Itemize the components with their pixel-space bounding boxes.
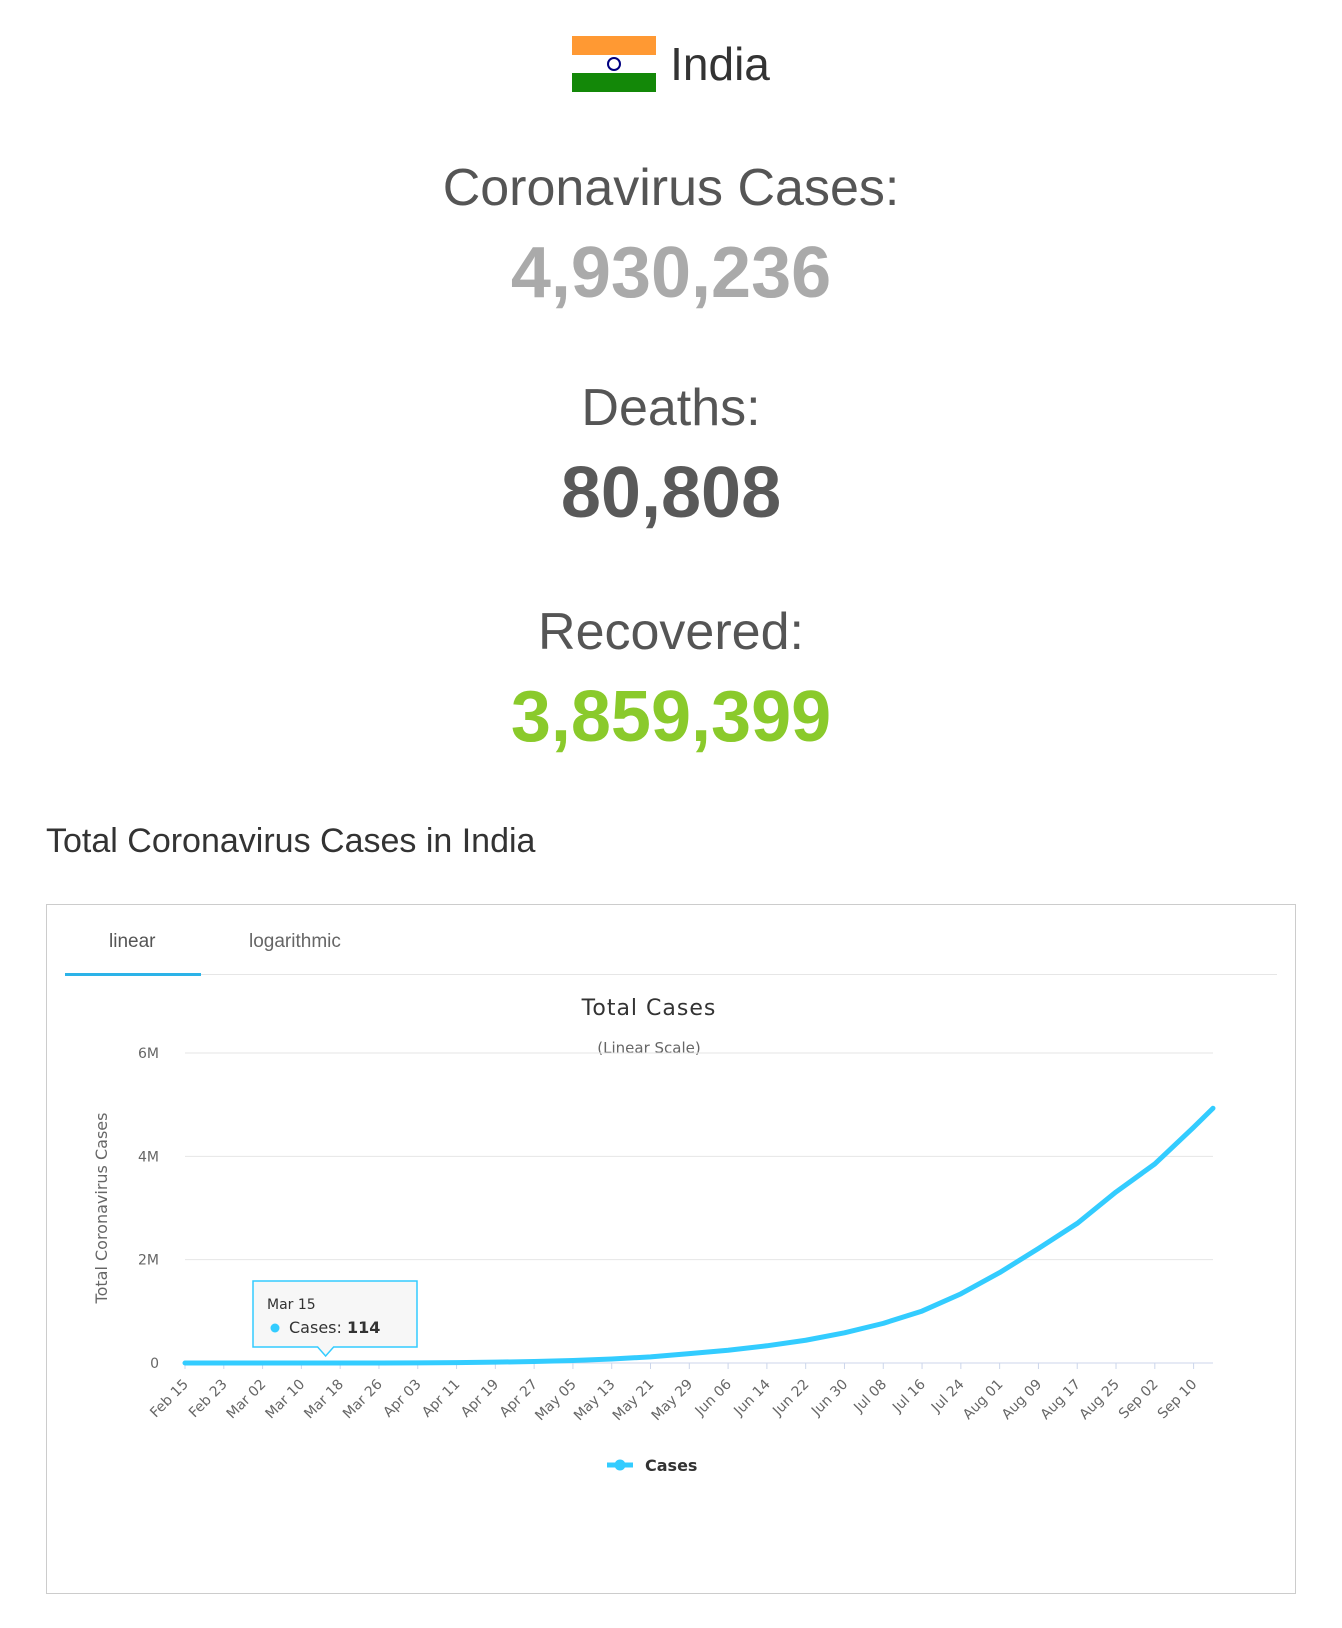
x-tick-label: Aug 01 bbox=[960, 1377, 1006, 1423]
country-header: India bbox=[0, 36, 1342, 92]
tooltip-date: Mar 15 bbox=[267, 1297, 316, 1313]
x-tick-label: Sep 02 bbox=[1116, 1377, 1162, 1423]
data-point bbox=[920, 1309, 925, 1314]
data-point bbox=[415, 1360, 420, 1365]
data-point bbox=[803, 1338, 808, 1343]
data-point bbox=[764, 1343, 769, 1348]
data-point bbox=[609, 1356, 614, 1361]
tooltip-series-marker bbox=[270, 1323, 280, 1333]
tab-linear[interactable]: linear bbox=[109, 931, 156, 952]
data-point bbox=[1152, 1161, 1157, 1166]
data-point bbox=[1114, 1189, 1119, 1194]
x-tick-label: Mar 02 bbox=[224, 1377, 270, 1423]
data-point bbox=[687, 1351, 692, 1356]
data-point bbox=[532, 1359, 537, 1364]
y-tick-label: 6M bbox=[138, 1046, 159, 1062]
x-tick-label: Aug 17 bbox=[1038, 1377, 1084, 1423]
data-point bbox=[376, 1360, 381, 1365]
data-point bbox=[493, 1360, 498, 1365]
data-point bbox=[323, 1360, 328, 1365]
data-point bbox=[842, 1330, 847, 1335]
legend-marker bbox=[614, 1459, 626, 1471]
chart-title: Total Cases bbox=[581, 996, 717, 1021]
data-point bbox=[454, 1360, 459, 1365]
data-point bbox=[570, 1358, 575, 1363]
scale-tabs: linear logarithmic bbox=[65, 905, 1277, 976]
y-axis-label: Total Coronavirus Cases bbox=[92, 1113, 111, 1305]
tab-logarithmic[interactable]: logarithmic bbox=[249, 931, 341, 952]
x-tick-label: Jun 22 bbox=[769, 1377, 812, 1420]
data-point bbox=[260, 1360, 265, 1365]
x-tick-label: Apr 11 bbox=[419, 1377, 463, 1421]
x-tick-label: Apr 03 bbox=[380, 1377, 424, 1421]
data-point bbox=[221, 1360, 226, 1365]
y-tick-label: 4M bbox=[138, 1149, 159, 1165]
data-point bbox=[1191, 1125, 1196, 1130]
data-point bbox=[1075, 1221, 1080, 1226]
y-tick-label: 0 bbox=[150, 1356, 159, 1372]
cases-value: 4,930,236 bbox=[510, 233, 832, 313]
x-tick-label: Aug 25 bbox=[1076, 1377, 1122, 1423]
tooltip-box bbox=[252, 1280, 418, 1358]
data-point bbox=[1211, 1106, 1215, 1111]
data-point bbox=[299, 1360, 304, 1365]
x-tick-label: Mar 10 bbox=[262, 1377, 308, 1423]
country-name: India bbox=[670, 38, 770, 90]
section-title: Total Coronavirus Cases in India bbox=[46, 822, 536, 860]
data-point bbox=[1036, 1246, 1041, 1251]
x-tick-label: May 29 bbox=[649, 1377, 697, 1425]
cases-label: Coronavirus Cases: bbox=[442, 159, 900, 217]
data-point bbox=[958, 1291, 963, 1296]
data-point bbox=[183, 1360, 187, 1365]
tooltip-value: Cases: 114 bbox=[289, 1318, 380, 1337]
active-tab-indicator bbox=[65, 973, 201, 976]
x-tick-label: Jun 06 bbox=[692, 1376, 735, 1419]
x-tick-label: Apr 19 bbox=[458, 1377, 502, 1421]
total-cases-chart: Total Cases (Linear Scale) 0 2M 4M 6M Total Co… bbox=[92, 996, 1216, 1475]
chart-panel: linear logarithmic Total Cases (Linear Sc… bbox=[46, 904, 1296, 1594]
india-flag-icon bbox=[572, 36, 657, 92]
recovered-label: Recovered: bbox=[538, 603, 804, 661]
x-tick-label: Jul 08 bbox=[850, 1377, 890, 1417]
data-point bbox=[881, 1321, 886, 1326]
deaths-label: Deaths: bbox=[581, 379, 761, 437]
x-tick-label: May 05 bbox=[532, 1377, 580, 1425]
x-tick-label: Jul 16 bbox=[889, 1376, 929, 1416]
x-tick-label: Mar 18 bbox=[301, 1377, 347, 1423]
x-tick-label: May 21 bbox=[610, 1377, 658, 1425]
x-tick-label: Feb 15 bbox=[147, 1377, 192, 1422]
chart-subtitle: (Linear Scale) bbox=[597, 1039, 700, 1057]
x-tick-label: Mar 26 bbox=[340, 1376, 386, 1422]
data-point bbox=[997, 1270, 1002, 1275]
recovered-value: 3,859,399 bbox=[510, 677, 832, 757]
x-tick-label: Feb 23 bbox=[186, 1377, 231, 1422]
x-tick-label: Jun 14 bbox=[730, 1376, 773, 1419]
y-tick-label: 2M bbox=[138, 1253, 159, 1269]
x-tick-label: May 13 bbox=[571, 1377, 619, 1425]
x-tick-label: Aug 09 bbox=[999, 1377, 1045, 1423]
deaths-value: 80,808 bbox=[560, 453, 782, 533]
data-point bbox=[648, 1354, 653, 1359]
data-point bbox=[338, 1360, 343, 1365]
x-tick-label: Jun 30 bbox=[808, 1377, 851, 1420]
data-point bbox=[726, 1348, 731, 1353]
x-tick-label: Sep 10 bbox=[1155, 1377, 1201, 1423]
legend-label-cases: Cases bbox=[645, 1456, 697, 1475]
